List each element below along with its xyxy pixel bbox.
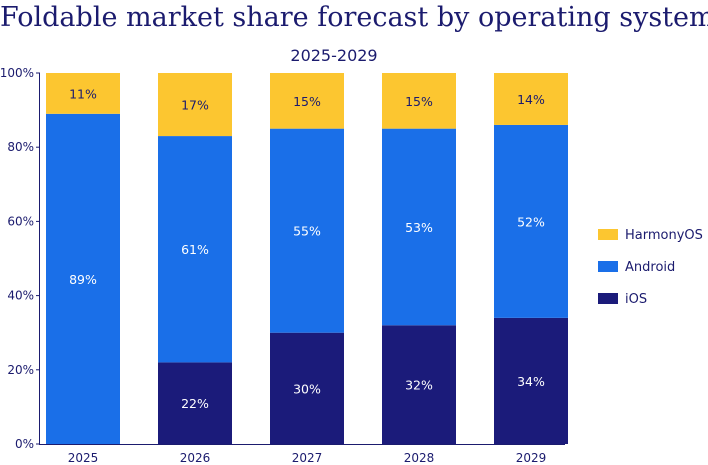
data-label-android-2026: 61%: [181, 242, 209, 257]
bar-ios-2027: [270, 332, 344, 444]
bar-android-2025: [46, 113, 120, 444]
data-label-harmonyos-2029: 14%: [517, 92, 545, 107]
legend: HarmonyOS Android iOS: [598, 228, 703, 307]
chart-subtitle: 2025-2029: [290, 46, 377, 65]
x-tick-label: 2026: [180, 451, 211, 465]
legend-label-ios: iOS: [625, 292, 647, 307]
data-label-harmonyos-2028: 15%: [405, 94, 433, 109]
data-label-ios-2027: 30%: [293, 381, 321, 396]
data-label-android-2029: 52%: [517, 214, 545, 229]
legend-label-android: Android: [625, 260, 675, 275]
data-label-android-2027: 55%: [293, 224, 321, 239]
bar-android-2026: [158, 136, 232, 363]
data-label-harmonyos-2025: 11%: [69, 86, 97, 101]
y-tick-label: 0%: [15, 437, 34, 451]
bar-android-2029: [494, 124, 568, 318]
x-tick-label: 2027: [292, 451, 323, 465]
bar-ios-2029: [494, 317, 568, 444]
x-tick-label: 2029: [516, 451, 547, 465]
y-tick-label: 60%: [7, 214, 34, 228]
data-label-android-2025: 89%: [69, 272, 97, 287]
bar-harmonyos-2029: [494, 73, 568, 125]
chart-title: Foldable market share forecast by operat…: [0, 2, 708, 33]
bar-ios-2026: [158, 362, 232, 444]
y-tick-label: 100%: [0, 66, 34, 80]
data-label-ios-2028: 32%: [405, 378, 433, 393]
y-tick-label: 20%: [7, 363, 34, 377]
data-label-harmonyos-2027: 15%: [293, 94, 321, 109]
legend-swatch-ios: [598, 293, 618, 304]
x-tick-label: 2028: [404, 451, 435, 465]
bar-harmonyos-2025: [46, 73, 120, 114]
data-label-android-2028: 53%: [405, 220, 433, 235]
bar-harmonyos-2027: [270, 73, 344, 129]
bar-ios-2028: [382, 325, 456, 444]
legend-label-harmonyos: HarmonyOS: [625, 228, 703, 243]
y-tick-label: 80%: [7, 140, 34, 154]
bar-harmonyos-2028: [382, 73, 456, 129]
bar-harmonyos-2026: [158, 73, 232, 137]
data-label-harmonyos-2026: 17%: [181, 98, 209, 113]
bar-android-2028: [382, 128, 456, 326]
x-tick-label: 2025: [68, 451, 99, 465]
legend-swatch-android: [598, 261, 618, 272]
plot-area: 0% 20% 40% 60% 80% 100% 89% 11% 2025 22% 61% 17% 202…: [0, 66, 568, 465]
data-label-ios-2029: 34%: [517, 374, 545, 389]
legend-swatch-harmonyos: [598, 229, 618, 240]
bar-android-2027: [270, 128, 344, 333]
y-tick-label: 40%: [7, 289, 34, 303]
data-label-ios-2026: 22%: [181, 396, 209, 411]
